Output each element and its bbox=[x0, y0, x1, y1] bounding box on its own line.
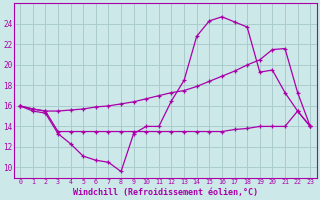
X-axis label: Windchill (Refroidissement éolien,°C): Windchill (Refroidissement éolien,°C) bbox=[73, 188, 258, 197]
